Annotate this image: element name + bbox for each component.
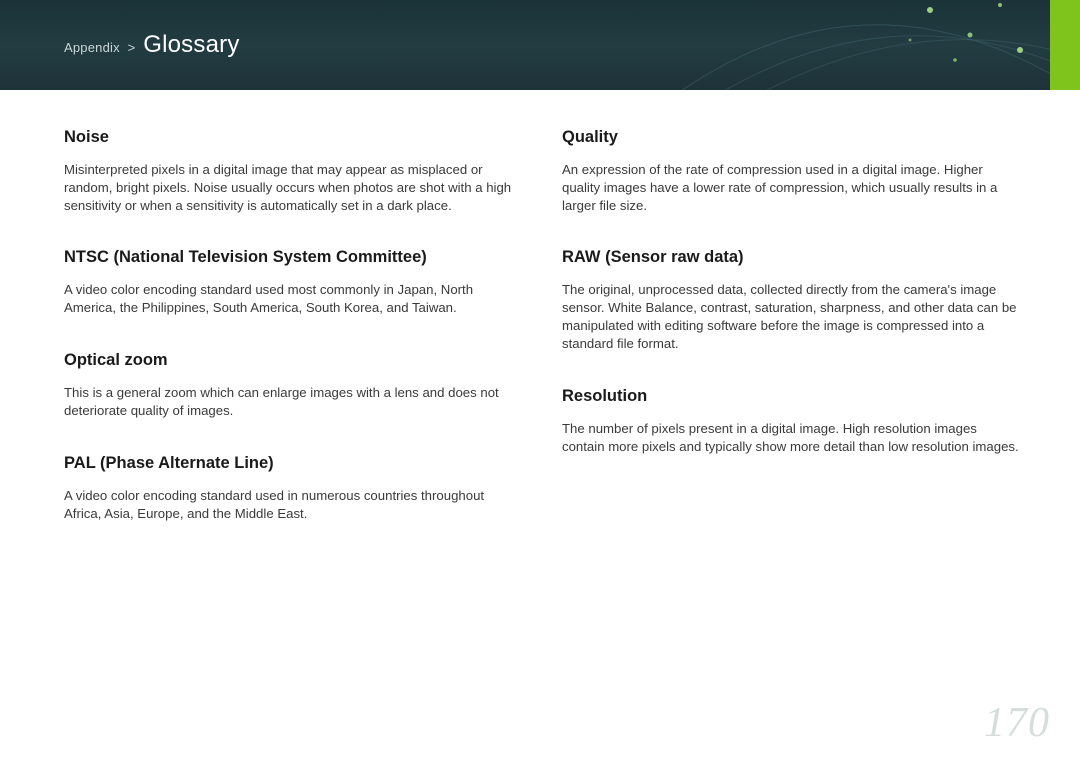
glossary-definition: A video color encoding standard used in … bbox=[64, 487, 522, 523]
glossary-entry: PAL (Phase Alternate Line) A video color… bbox=[64, 454, 522, 523]
glossary-entry: Resolution The number of pixels present … bbox=[562, 387, 1020, 456]
column-left: Noise Misinterpreted pixels in a digital… bbox=[64, 128, 522, 556]
glossary-term: PAL (Phase Alternate Line) bbox=[64, 454, 522, 473]
glossary-entry: Optical zoom This is a general zoom whic… bbox=[64, 351, 522, 420]
breadcrumb-prefix: Appendix bbox=[64, 40, 120, 55]
glossary-entry: Noise Misinterpreted pixels in a digital… bbox=[64, 128, 522, 214]
glossary-definition: An expression of the rate of compression… bbox=[562, 161, 1020, 214]
glossary-term: Optical zoom bbox=[64, 351, 522, 370]
glossary-definition: The number of pixels present in a digita… bbox=[562, 420, 1020, 456]
column-right: Quality An expression of the rate of com… bbox=[562, 128, 1020, 556]
glossary-definition: This is a general zoom which can enlarge… bbox=[64, 384, 522, 420]
glossary-entry: RAW (Sensor raw data) The original, unpr… bbox=[562, 248, 1020, 352]
glossary-term: NTSC (National Television System Committ… bbox=[64, 248, 522, 267]
glossary-entry: NTSC (National Television System Committ… bbox=[64, 248, 522, 317]
glossary-definition: A video color encoding standard used mos… bbox=[64, 281, 522, 317]
header-decor-arcs bbox=[660, 0, 1080, 90]
glossary-definition: Misinterpreted pixels in a digital image… bbox=[64, 161, 522, 214]
breadcrumb-sep: > bbox=[128, 40, 136, 55]
glossary-entry: Quality An expression of the rate of com… bbox=[562, 128, 1020, 214]
breadcrumb: Appendix > Glossary bbox=[64, 31, 240, 59]
glossary-definition: The original, unprocessed data, collecte… bbox=[562, 281, 1020, 352]
glossary-term: Noise bbox=[64, 128, 522, 147]
content-area: Noise Misinterpreted pixels in a digital… bbox=[0, 90, 1080, 556]
glossary-term: Resolution bbox=[562, 387, 1020, 406]
glossary-term: RAW (Sensor raw data) bbox=[562, 248, 1020, 267]
page-edge-tab bbox=[1050, 0, 1080, 90]
page-number: 170 bbox=[984, 699, 1050, 747]
breadcrumb-current: Glossary bbox=[143, 31, 239, 58]
header-band: Appendix > Glossary bbox=[0, 0, 1080, 90]
glossary-term: Quality bbox=[562, 128, 1020, 147]
